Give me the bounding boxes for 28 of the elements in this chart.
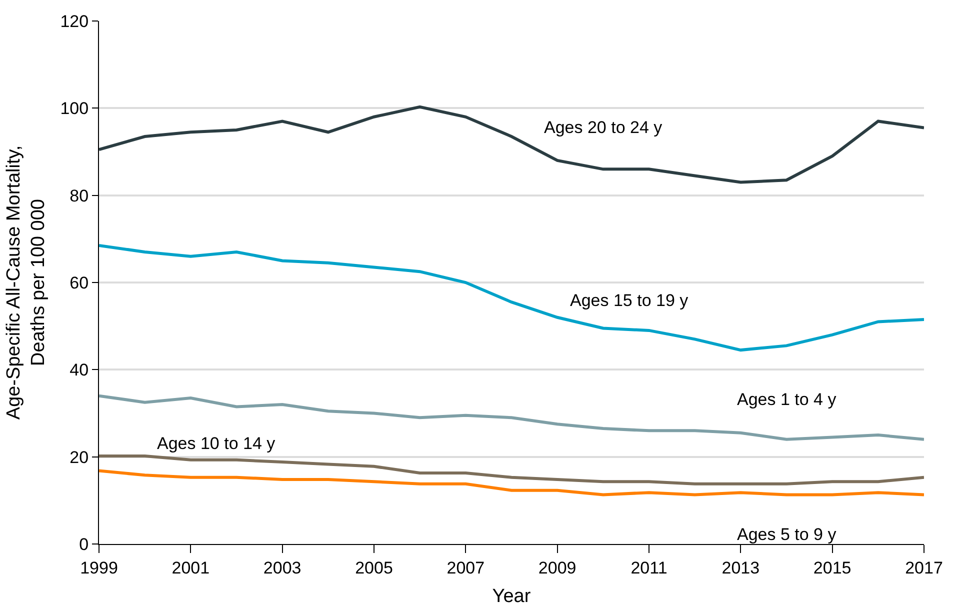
x-tick-label: 2013 — [722, 558, 760, 578]
y-tick-label: 80 — [70, 186, 89, 206]
x-tick-label: 2003 — [263, 558, 302, 578]
line-series — [99, 105, 924, 184]
y-tick-label: 40 — [70, 360, 89, 380]
x-tick-label: 2005 — [355, 558, 393, 578]
x-tick-label: 2015 — [813, 558, 852, 578]
x-tick-label: 2001 — [172, 558, 210, 578]
line-series — [99, 244, 924, 352]
series-label: Ages 5 to 9 y — [737, 525, 837, 544]
y-tick-label: 120 — [60, 12, 89, 31]
series-label: Ages 20 to 24 y — [544, 118, 663, 137]
x-tick-label: 2011 — [630, 558, 668, 578]
y-tick-label: 0 — [79, 534, 89, 554]
y-tick-label: 100 — [60, 99, 89, 118]
y-tick-label: 60 — [70, 273, 89, 292]
x-tick-label: 2007 — [446, 558, 485, 578]
line-series — [99, 469, 924, 496]
x-tick-label: 2009 — [538, 558, 576, 578]
series-label: Ages 10 to 14 y — [157, 434, 276, 453]
x-tick-label: 2017 — [905, 558, 943, 578]
series-label: Ages 15 to 19 y — [570, 291, 689, 310]
y-tick-label: 20 — [70, 448, 89, 467]
line-series — [99, 454, 924, 486]
x-tick-label: 1999 — [80, 558, 118, 578]
series-label: Ages 1 to 4 y — [737, 390, 837, 409]
y-axis-title: Age-Specific All-Cause Mortality, Deaths per 100 000 — [3, 145, 50, 420]
x-axis-title: Year — [492, 586, 532, 608]
